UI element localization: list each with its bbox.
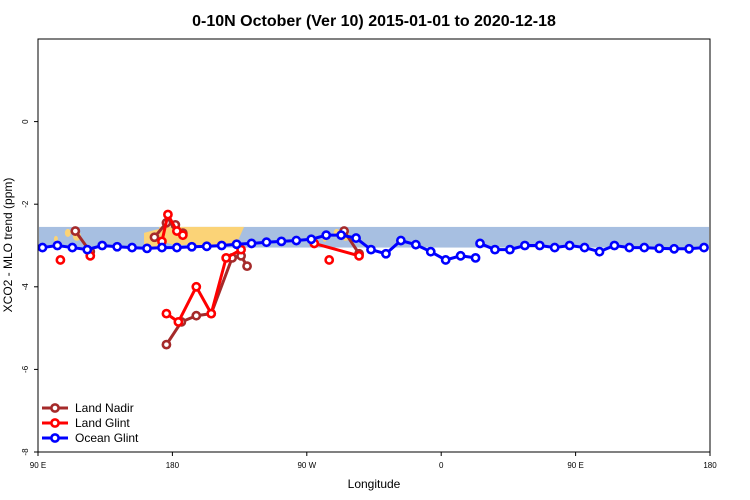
x-tick-label: 90 W: [297, 461, 316, 470]
land-island: [53, 235, 58, 242]
data-point: [639, 242, 650, 253]
data-point: [149, 232, 160, 243]
data-point: [82, 244, 93, 255]
data-point: [127, 242, 137, 253]
data-point: [261, 237, 272, 248]
y-tick-label: -2: [21, 200, 30, 208]
data-point: [336, 230, 347, 241]
data-point: [242, 261, 252, 272]
y-tick-label: 0: [21, 119, 30, 124]
data-point: [455, 250, 466, 261]
data-point: [425, 246, 436, 257]
data-point: [624, 242, 635, 253]
y-axis-label: XCO2 - MLO trend (ppm): [1, 178, 15, 313]
x-tick-label: 90 E: [567, 461, 583, 470]
data-point: [276, 236, 287, 247]
data-point: [171, 242, 182, 253]
plot-frame: [37, 38, 711, 453]
data-point: [579, 242, 590, 253]
legend-label: Ocean Glint: [75, 431, 139, 445]
data-point: [206, 308, 217, 319]
data-point: [216, 240, 227, 251]
data-point: [186, 241, 197, 252]
legend-marker: [50, 433, 60, 443]
x-axis-label: Longitude: [348, 477, 401, 491]
x-tick-label: 180: [703, 461, 717, 470]
data-point: [201, 241, 212, 252]
y-axis: 0 -2 -4 -6 -8: [21, 119, 38, 456]
data-point: [564, 240, 575, 251]
data-point: [157, 242, 167, 253]
data-point: [354, 250, 364, 261]
data-point: [366, 244, 376, 255]
x-tick-label: 0: [439, 461, 444, 470]
data-point: [97, 240, 108, 251]
data-point: [163, 209, 173, 220]
data-point: [70, 226, 81, 236]
data-point: [351, 233, 361, 243]
data-point: [246, 238, 257, 249]
data-point: [440, 255, 451, 265]
series-land-glint: [55, 209, 364, 327]
legend-entry: Land Nadir: [42, 401, 134, 415]
data-point: [291, 235, 302, 246]
data-point: [161, 308, 172, 319]
series-line: [479, 242, 705, 254]
series-line: [313, 241, 360, 258]
legend-entry: Ocean Glint: [42, 431, 139, 445]
chart-title: 0-10N October (Ver 10) 2015-01-01 to 202…: [192, 13, 556, 30]
data-point: [191, 310, 202, 321]
data-point: [504, 244, 515, 255]
legend-marker: [50, 403, 60, 413]
data-point: [231, 239, 242, 250]
ocean-band: [39, 226, 709, 248]
data-point: [684, 243, 694, 254]
data-point: [221, 252, 232, 263]
data-point: [112, 241, 123, 252]
data-point: [534, 240, 545, 251]
legend-label: Land Glint: [75, 416, 130, 430]
data-point: [395, 235, 406, 246]
legend-entry: Land Glint: [42, 416, 130, 430]
land-island: [64, 228, 71, 237]
series-line: [165, 254, 249, 346]
data-point: [381, 248, 391, 259]
data-point: [470, 252, 481, 263]
data-point: [594, 246, 605, 257]
data-point: [321, 230, 332, 241]
data-point: [490, 244, 500, 255]
x-tick-label: 180: [166, 461, 180, 470]
y-tick-label: -4: [21, 283, 30, 291]
data-point: [669, 243, 680, 254]
data-point: [410, 239, 421, 250]
series-ocean-glint: [37, 230, 709, 265]
data-point: [191, 281, 202, 292]
data-point: [519, 240, 530, 251]
data-point: [654, 243, 665, 254]
data-point: [173, 317, 184, 327]
x-tick-label: 90 E: [30, 461, 46, 470]
x-axis: 90 E 180 90 W 0 90 E 180: [30, 452, 717, 470]
data-point: [324, 255, 335, 265]
data-point: [609, 240, 620, 251]
legend-label: Land Nadir: [75, 401, 134, 415]
y-tick-label: -6: [21, 365, 30, 373]
data-point: [475, 238, 485, 249]
data-point: [161, 339, 172, 350]
data-point: [699, 242, 709, 253]
map-band: [39, 226, 709, 248]
data-point: [67, 242, 78, 253]
data-point: [306, 234, 317, 245]
data-point: [177, 230, 188, 241]
data-point: [52, 240, 63, 251]
legend-marker: [50, 418, 60, 428]
y-tick-label: -8: [21, 448, 30, 456]
data-point: [142, 243, 152, 254]
data-point: [37, 242, 48, 253]
series-layer: [37, 209, 709, 350]
data-point: [549, 242, 560, 253]
data-point: [55, 255, 66, 265]
